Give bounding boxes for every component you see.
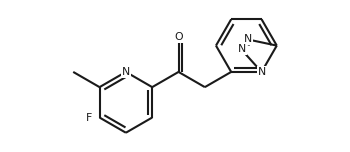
- Text: O: O: [174, 32, 183, 42]
- Text: N: N: [258, 67, 266, 77]
- Text: N: N: [122, 67, 130, 77]
- Text: N: N: [238, 44, 246, 54]
- Text: N: N: [244, 34, 252, 44]
- Text: F: F: [86, 112, 92, 123]
